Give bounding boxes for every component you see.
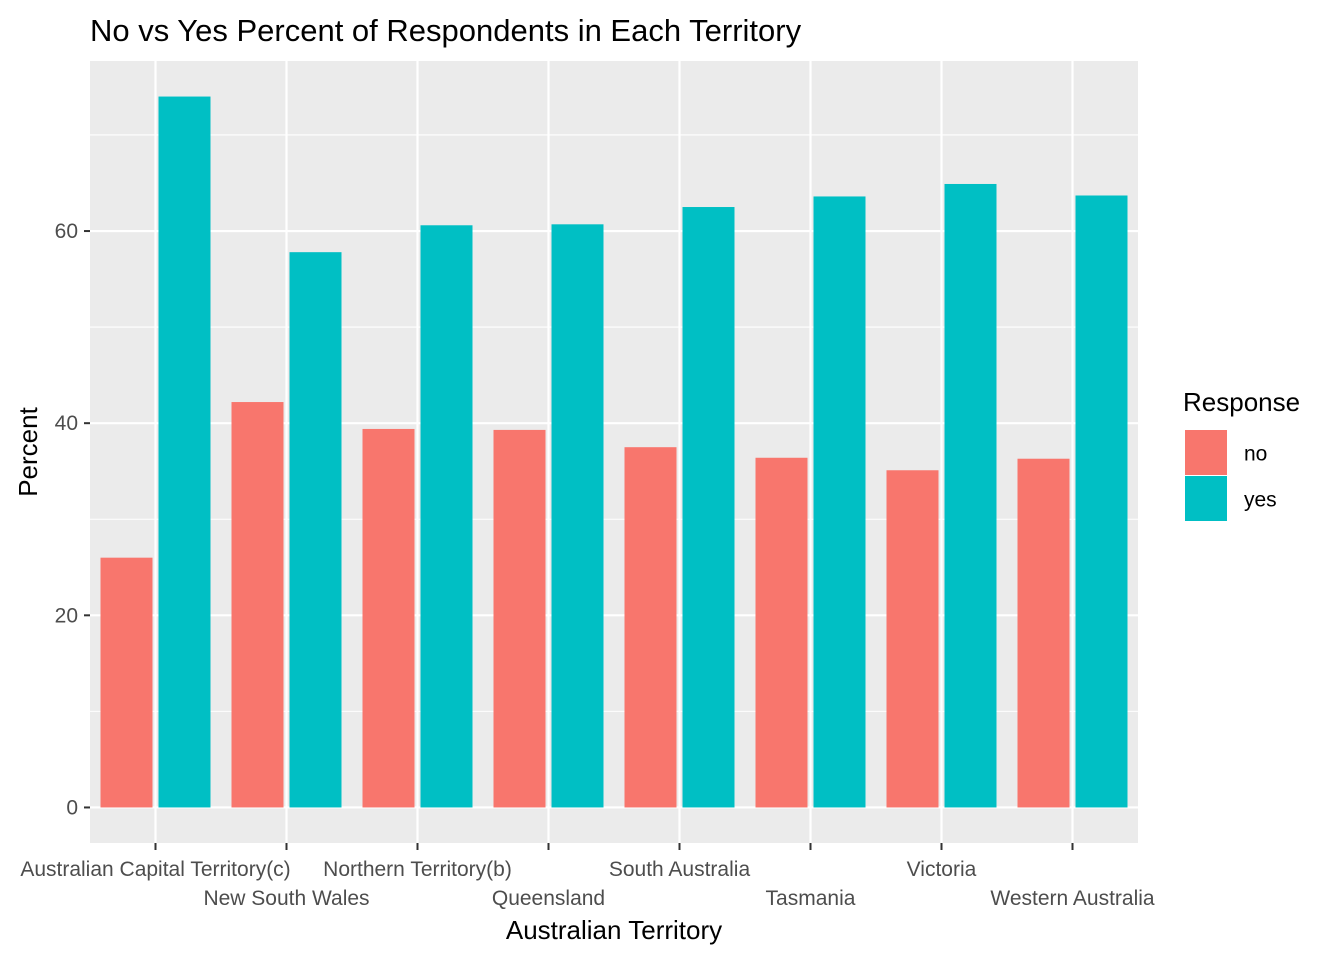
y-tick-label: 0 <box>66 796 78 819</box>
bar-yes <box>158 96 211 808</box>
x-tick-label: Victoria <box>907 858 977 881</box>
x-tick-label: Western Australia <box>990 887 1155 910</box>
bar-no <box>886 470 939 808</box>
legend: Response no yes <box>1183 387 1300 521</box>
bar-yes <box>813 196 866 808</box>
legend-title: Response <box>1183 387 1300 417</box>
y-tick-label: 40 <box>55 412 78 435</box>
bar-no <box>493 429 546 808</box>
bar-yes <box>1075 195 1128 808</box>
x-axis: Australian Capital Territory(c) New South… <box>20 843 1155 910</box>
x-tick-label: Queensland <box>492 887 605 910</box>
y-tick-label: 60 <box>55 220 78 243</box>
x-tick-label: Australian Capital Territory(c) <box>20 858 290 881</box>
bar-yes <box>682 207 735 808</box>
bar-yes <box>944 183 997 808</box>
bars <box>100 96 1128 808</box>
legend-label-yes: yes <box>1244 489 1277 512</box>
bar-no <box>362 428 415 808</box>
bar-no <box>100 557 153 808</box>
legend-label-no: no <box>1244 443 1267 466</box>
x-tick-label: South Australia <box>609 858 751 881</box>
x-tick-label: Tasmania <box>766 887 856 910</box>
legend-key-yes <box>1185 476 1227 521</box>
legend-key-no <box>1185 430 1227 475</box>
y-axis: 0 20 40 60 <box>55 220 90 819</box>
x-tick-label: New South Wales <box>203 887 369 910</box>
x-axis-title: Australian Territory <box>506 915 722 945</box>
bar-yes <box>420 225 473 808</box>
bar-no <box>755 457 808 808</box>
bar-no <box>624 447 677 808</box>
y-axis-title: Percent <box>13 406 43 496</box>
x-tick-label: Northern Territory(b) <box>323 858 512 881</box>
major-gridlines <box>90 61 1138 843</box>
bar-no <box>1017 458 1070 808</box>
bar-yes <box>551 224 604 808</box>
chart-title: No vs Yes Percent of Respondents in Each… <box>90 13 802 48</box>
bar-yes <box>289 252 342 808</box>
bar-no <box>231 402 284 808</box>
y-tick-label: 20 <box>55 604 78 627</box>
